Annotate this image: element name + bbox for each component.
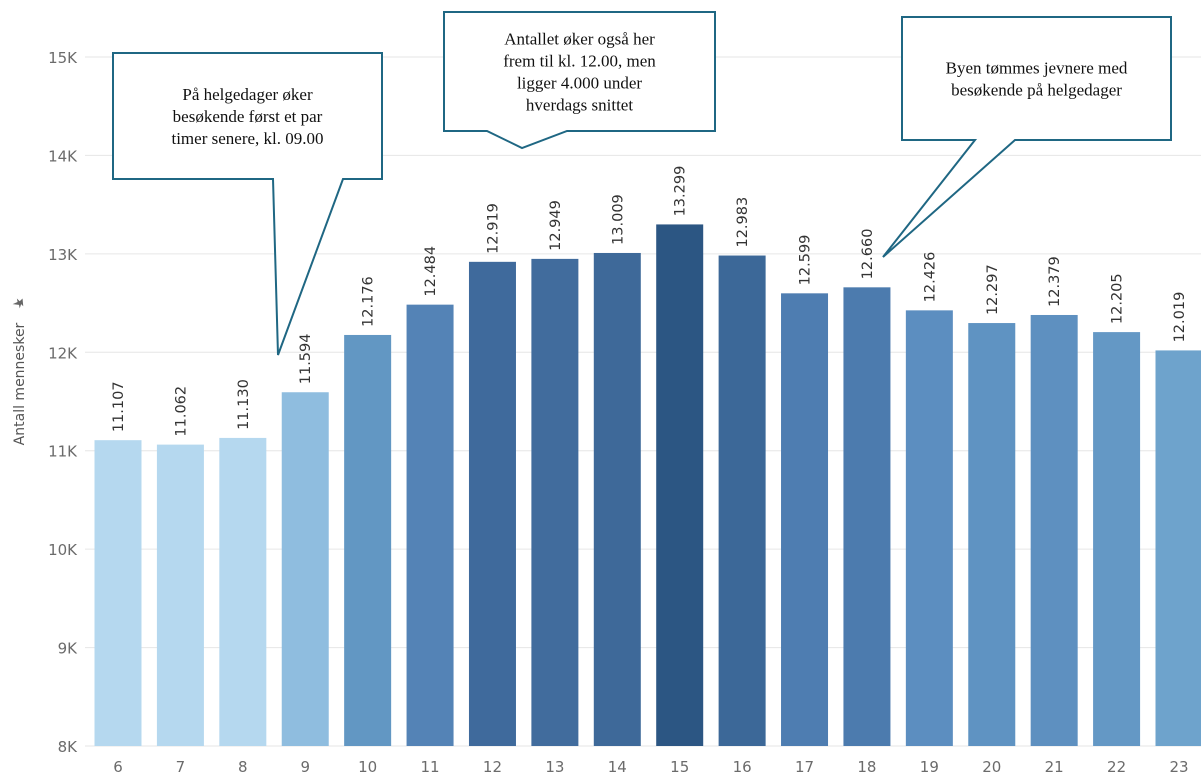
- data-labels: 11.107 11.062 11.130 11.594 12.176 12.484 12.9…: [111, 166, 1188, 437]
- y-tick-label: 10K: [48, 541, 78, 559]
- bar-17[interactable]: [781, 293, 828, 746]
- data-label: 11.062: [173, 386, 189, 437]
- data-label: 13.299: [673, 166, 689, 217]
- bar-20[interactable]: [968, 323, 1015, 746]
- data-label: 12.484: [423, 246, 439, 297]
- callout-text-line: ligger 4.000 under: [517, 74, 642, 93]
- data-label: 12.919: [485, 203, 501, 254]
- data-label: 12.297: [985, 264, 1001, 315]
- x-tick-label: 9: [300, 758, 310, 776]
- y-tick-label: 14K: [48, 147, 78, 165]
- bar-6[interactable]: [95, 440, 142, 746]
- x-tick-label: 23: [1169, 758, 1188, 776]
- x-tick-label: 16: [733, 758, 752, 776]
- y-axis-ticks: 8K 9K 10K 11K 12K 13K 14K 15K: [48, 49, 78, 756]
- bar-11[interactable]: [407, 305, 454, 746]
- x-tick-label: 10: [358, 758, 377, 776]
- y-axis-title: Antall mennesker: [12, 322, 28, 445]
- callout-bubble: [883, 17, 1171, 257]
- data-label: 12.019: [1172, 292, 1188, 343]
- callout-text-line: Antallet øker også her: [504, 30, 655, 49]
- data-label: 12.949: [548, 200, 564, 251]
- bar-7[interactable]: [157, 445, 204, 746]
- x-tick-label: 20: [982, 758, 1001, 776]
- data-label: 12.660: [860, 229, 876, 280]
- bar-12[interactable]: [469, 262, 516, 746]
- x-tick-label: 11: [421, 758, 440, 776]
- bar-9[interactable]: [282, 392, 329, 746]
- data-label: 11.130: [236, 379, 252, 430]
- callout-text-line: besøkende først et par: [173, 107, 323, 126]
- bar-13[interactable]: [531, 259, 578, 746]
- bars: [95, 224, 1201, 746]
- x-tick-label: 13: [545, 758, 564, 776]
- y-tick-label: 11K: [48, 443, 78, 461]
- x-tick-label: 19: [920, 758, 939, 776]
- bar-23[interactable]: [1156, 350, 1201, 746]
- callout-2: Antallet øker også her frem til kl. 12.00…: [444, 12, 715, 148]
- callout-3: Byen tømmes jevnere med besøkende på helg…: [883, 17, 1171, 257]
- bar-19[interactable]: [906, 310, 953, 746]
- x-tick-label: 6: [113, 758, 123, 776]
- y-tick-label: 9K: [58, 640, 79, 658]
- data-label: 12.426: [922, 252, 938, 303]
- bar-14[interactable]: [594, 253, 641, 746]
- x-tick-label: 7: [176, 758, 186, 776]
- y-tick-label: 12K: [48, 344, 78, 362]
- callout-text-line: På helgedager øker: [182, 85, 313, 104]
- x-tick-label: 21: [1045, 758, 1064, 776]
- x-tick-label: 12: [483, 758, 502, 776]
- x-tick-label: 8: [238, 758, 248, 776]
- bar-22[interactable]: [1093, 332, 1140, 746]
- bar-21[interactable]: [1031, 315, 1078, 746]
- data-label: 11.107: [111, 381, 127, 432]
- x-tick-label: 14: [608, 758, 627, 776]
- x-tick-label: 18: [857, 758, 876, 776]
- data-label: 11.594: [298, 333, 314, 384]
- callout-text-line: timer senere, kl. 09.00: [171, 129, 323, 148]
- callout-1: På helgedager øker besøkende først et par…: [113, 53, 382, 355]
- y-tick-label: 13K: [48, 246, 78, 264]
- x-tick-label: 15: [670, 758, 689, 776]
- callout-text-line: besøkende på helgedager: [951, 81, 1122, 100]
- callout-text-line: frem til kl. 12.00, men: [503, 52, 656, 71]
- annotations: På helgedager øker besøkende først et par…: [113, 12, 1171, 355]
- y-axis-title-group: Antall mennesker: [12, 296, 28, 446]
- data-label: 12.379: [1047, 256, 1063, 307]
- y-tick-label: 15K: [48, 49, 78, 67]
- callout-text-line: Byen tømmes jevnere med: [946, 59, 1128, 78]
- pin-icon[interactable]: [12, 296, 27, 311]
- x-tick-label: 22: [1107, 758, 1126, 776]
- bar-18[interactable]: [843, 287, 890, 746]
- data-label: 12.205: [1110, 273, 1126, 324]
- bar-16[interactable]: [719, 256, 766, 746]
- callout-text-line: hverdags snittet: [526, 96, 633, 115]
- data-label: 12.176: [361, 276, 377, 327]
- data-label: 13.009: [610, 194, 626, 245]
- data-label: 12.599: [798, 235, 814, 286]
- data-label: 12.983: [735, 197, 751, 248]
- x-axis-ticks: 6 7 8 9 10 11 12 13 14 15 16 17 18 19 20 21 22 23: [113, 758, 1188, 776]
- x-tick-label: 17: [795, 758, 814, 776]
- bar-15[interactable]: [656, 224, 703, 746]
- y-tick-label: 8K: [58, 738, 79, 756]
- bar-10[interactable]: [344, 335, 391, 746]
- bar-8[interactable]: [219, 438, 266, 746]
